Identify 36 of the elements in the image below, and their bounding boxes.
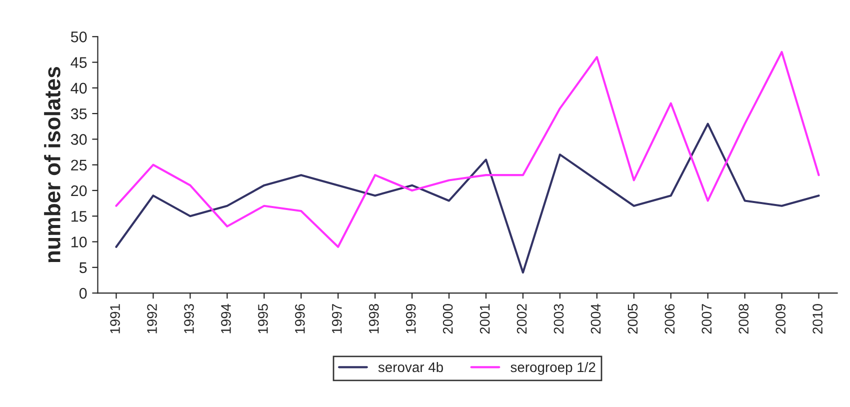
y-tick-label: 0	[79, 288, 87, 299]
x-tick-label: 1993	[184, 304, 194, 334]
x-tick-label: 1996	[295, 304, 305, 334]
x-tick-label: 2000	[442, 304, 453, 334]
legend-label: serovar 4b	[378, 362, 443, 372]
x-tick-label: 2001	[480, 304, 490, 334]
x-tick-label: 2010	[812, 304, 822, 334]
x-tick-label: 2006	[664, 304, 675, 334]
y-tick-label: 15	[72, 211, 87, 222]
legend-label: serogroep 1/2	[510, 362, 596, 375]
y-tick-label: 50	[70, 32, 87, 42]
x-tick-label: 1991	[110, 304, 120, 334]
x-tick-label: 2004	[590, 304, 601, 334]
x-tick-label: 1998	[368, 304, 379, 334]
y-tick-label: 5	[79, 262, 87, 274]
x-tick-label: 1992	[147, 304, 157, 334]
y-axis-title: number of isolates	[44, 66, 60, 262]
x-tick-label: 1997	[332, 304, 342, 334]
x-tick-label: 1999	[406, 304, 416, 334]
x-tick-label: 1994	[221, 304, 231, 334]
x-tick-label: 2007	[702, 304, 712, 334]
y-tick-label: 40	[70, 82, 87, 94]
x-tick-label: 2003	[554, 304, 564, 334]
y-tick-label: 20	[71, 185, 87, 196]
x-tick-label: 2002	[516, 304, 527, 334]
line-series	[115, 50, 820, 248]
x-tick-label: 2008	[738, 304, 749, 334]
y-tick-label: 35	[70, 108, 87, 120]
y-tick-label: 10	[72, 236, 87, 248]
y-tick-label: 25	[71, 160, 87, 171]
line-series	[115, 122, 820, 274]
y-tick-label: 30	[70, 134, 87, 145]
x-tick-label: 2009	[776, 304, 786, 334]
x-tick-label: 1995	[258, 304, 268, 334]
y-tick-label: 45	[70, 57, 87, 68]
x-tick-label: 2005	[628, 304, 638, 334]
